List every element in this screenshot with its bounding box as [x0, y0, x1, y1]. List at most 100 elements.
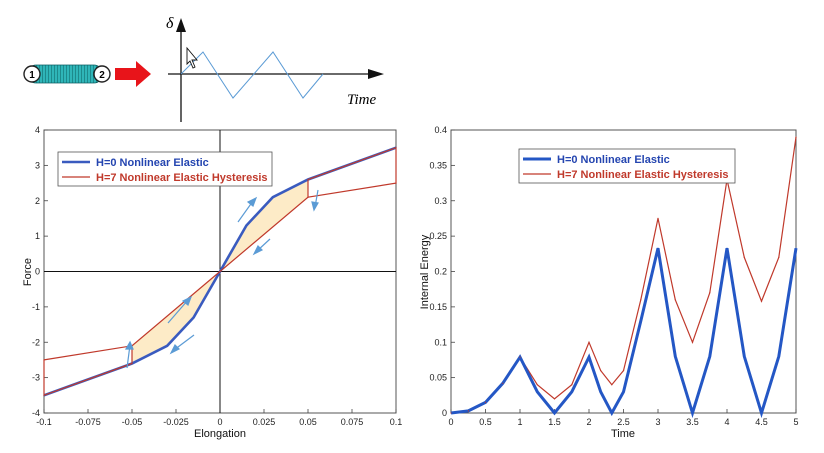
spring-schematic: 1 2 — [23, 61, 151, 87]
node-2-icon — [93, 65, 111, 83]
hysteresis-loop-fill-positive — [220, 179, 308, 272]
chart2-x-label: Time — [611, 428, 635, 440]
chart2-legend: H=0 Nonlinear Elastic H=7 Nonlinear Elas… — [518, 148, 736, 184]
chart2-legend-label-h7: H=7 Nonlinear Elastic Hysteresis — [557, 169, 729, 181]
data-point — [691, 412, 694, 414]
x-tick-label: 3 — [655, 417, 660, 427]
data-point — [622, 370, 625, 372]
chart2-points — [450, 136, 797, 414]
data-point — [193, 316, 195, 319]
data-point — [571, 384, 573, 386]
data-point — [611, 412, 613, 414]
arrow-down-left-head-icon — [252, 244, 264, 256]
y-tick-label: 0 — [35, 267, 40, 277]
chart1-legend: H=0 Nonlinear Elastic H=7 Nonlinear Elas… — [57, 151, 273, 187]
x-tick-label: 0 — [448, 417, 453, 427]
y-tick-label: -1 — [32, 302, 40, 312]
y-tick-label: 0.2 — [434, 267, 447, 277]
arrow-down-right-head-icon — [311, 201, 319, 212]
x-tick-label: 0.025 — [253, 417, 276, 427]
internal-energy-chart: 0 0.5 1 1.5 2 2.5 3 3.5 4 4.5 5 0.4 0.35 0.3 0.25 0.2 0.… — [419, 125, 799, 440]
data-point — [674, 299, 676, 301]
time-axis-arrow-icon — [368, 69, 384, 79]
y-tick-label: 0.4 — [434, 125, 447, 135]
y-tick-label: 0.35 — [429, 160, 447, 170]
data-point — [131, 362, 133, 365]
x-tick-label: 0.075 — [341, 417, 364, 427]
hysteresis-loop-fill-negative — [132, 271, 220, 364]
data-point — [611, 384, 613, 386]
data-point — [484, 401, 487, 403]
data-point — [778, 355, 780, 357]
node-1-icon — [23, 65, 41, 83]
data-point — [166, 345, 168, 347]
y-tick-label: 0.25 — [429, 231, 447, 241]
x-tick-label: 5 — [793, 417, 798, 427]
delta-label: δ — [166, 15, 174, 32]
chart1-y-label: Force — [22, 258, 34, 286]
data-point — [795, 247, 797, 249]
data-point — [600, 391, 602, 393]
chart1-x-label: Elongation — [194, 428, 246, 440]
data-point — [245, 224, 247, 227]
mouse-cursor-icon — [186, 46, 198, 69]
data-point — [709, 292, 711, 294]
x-tick-label: -0.025 — [163, 417, 189, 427]
x-tick-label: 2.5 — [617, 417, 630, 427]
data-point — [43, 394, 45, 396]
data-point — [467, 410, 469, 412]
data-point — [640, 299, 642, 301]
data-point — [588, 356, 590, 358]
chart1-legend-box — [57, 151, 273, 187]
chart2-legend-label-h0: H=0 Nonlinear Elastic — [557, 154, 670, 166]
x-tick-label: 0.1 — [390, 417, 403, 427]
node-2-label: 2 — [99, 70, 105, 81]
y-tick-label: -4 — [32, 408, 40, 418]
time-label: Time — [347, 92, 377, 108]
data-point — [395, 182, 397, 184]
arrow-up-right-lower-icon — [167, 299, 189, 324]
chart1-ticks: -0.1 -0.075 -0.05 -0.025 0 0.025 0.05 0.075 0.1 4… — [32, 125, 402, 427]
data-point — [657, 217, 659, 219]
data-point — [571, 391, 573, 393]
data-point — [272, 196, 274, 198]
chart2-y-label: Internal Energy — [419, 234, 431, 309]
chart2-series-h0-line — [450, 247, 798, 419]
y-tick-label: 0.3 — [434, 196, 447, 206]
y-tick-label: 1 — [35, 231, 40, 241]
data-point — [536, 384, 538, 386]
node-1-label: 1 — [29, 70, 35, 81]
displacement-diagram: δ Time — [166, 15, 384, 122]
force-elongation-chart: -0.1 -0.075 -0.05 -0.025 0 0.025 0.05 0.075 0.1 4… — [22, 125, 402, 440]
data-point — [709, 355, 711, 357]
chart2-legend-box — [518, 148, 736, 184]
data-point — [307, 196, 309, 198]
data-point — [450, 412, 452, 414]
arrow-up-right-head-icon — [246, 196, 258, 207]
delta-axis-arrow-icon — [176, 18, 186, 32]
x-tick-label: 3.5 — [686, 417, 699, 427]
data-point — [43, 359, 45, 361]
y-tick-label: 2 — [35, 196, 40, 206]
x-tick-label: -0.075 — [75, 417, 101, 427]
y-tick-label: -2 — [32, 337, 40, 347]
data-point — [519, 356, 521, 358]
arrow-up-right-lower-head-icon — [181, 295, 193, 306]
data-point — [778, 256, 780, 258]
data-point — [657, 247, 659, 249]
data-point — [691, 341, 694, 343]
data-point — [622, 391, 625, 393]
data-point — [219, 270, 221, 273]
x-tick-label: 2 — [586, 417, 591, 427]
data-point — [395, 147, 397, 149]
y-tick-label: 0 — [442, 408, 447, 418]
data-point — [743, 355, 745, 357]
triangle-wave-signal — [180, 51, 324, 99]
chart1-legend-label-h0: H=0 Nonlinear Elastic — [96, 157, 209, 169]
chart1-legend-label-h7: H=7 Nonlinear Elastic Hysteresis — [96, 172, 268, 184]
data-point — [674, 355, 676, 357]
y-tick-label: 0.05 — [429, 373, 447, 383]
x-tick-label: 0.05 — [299, 417, 317, 427]
arrow-down-left-lower-head-icon — [169, 343, 181, 355]
